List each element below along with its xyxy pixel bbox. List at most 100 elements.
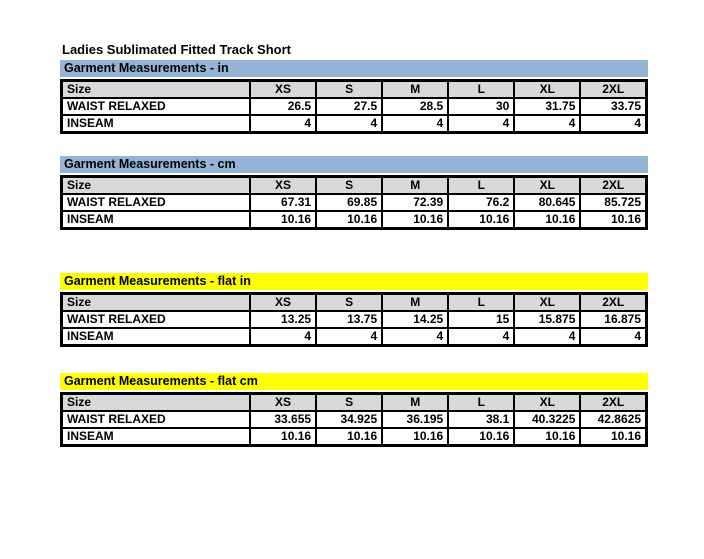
measurements-table-cm: Size XS S M L XL 2XL WAIST RELAXED 67.31… <box>60 175 648 230</box>
measurement-value-cell: 10.16 <box>579 427 648 447</box>
section-header: Garment Measurements - cm <box>60 156 648 173</box>
measurement-value-cell: 28.5 <box>381 97 450 116</box>
size-header-cell: XL <box>513 79 582 99</box>
section-garment-measurements-cm: Garment Measurements - cm Size XS S M L … <box>60 156 648 230</box>
measurement-value-cell: 33.75 <box>579 97 648 116</box>
measurement-value-cell: 30 <box>447 97 516 116</box>
measurement-value-cell: 13.75 <box>315 310 384 329</box>
measurement-value-cell: 10.16 <box>447 427 516 447</box>
row-label: INSEAM <box>60 210 251 230</box>
size-header-cell: 2XL <box>579 392 648 412</box>
row-label: WAIST RELAXED <box>60 193 251 212</box>
size-header-cell: S <box>315 292 384 312</box>
measurement-value-cell: 38.1 <box>447 410 516 429</box>
size-header-cell: L <box>447 392 516 412</box>
size-header-cell: M <box>381 79 450 99</box>
size-header-cell: XL <box>513 392 582 412</box>
measurement-value-cell: 4 <box>579 114 648 134</box>
size-header-cell: S <box>315 79 384 99</box>
section-header: Garment Measurements - flat in <box>60 273 648 290</box>
size-header-cell: XS <box>248 79 318 99</box>
measurement-value-cell: 4 <box>381 327 450 347</box>
measurement-row-inseam: INSEAM 4 4 4 4 4 4 <box>60 114 648 134</box>
size-header-cell: L <box>447 292 516 312</box>
measurement-value-cell: 14.25 <box>381 310 450 329</box>
size-header-cell: M <box>381 175 450 195</box>
measurement-value-cell: 33.655 <box>248 410 318 429</box>
measurement-value-cell: 10.16 <box>513 210 582 230</box>
measurement-value-cell: 34.925 <box>315 410 384 429</box>
row-label: INSEAM <box>60 114 251 134</box>
measurement-value-cell: 42.8625 <box>579 410 648 429</box>
measurement-value-cell: 4 <box>315 114 384 134</box>
measurement-value-cell: 15 <box>447 310 516 329</box>
measurement-value-cell: 10.16 <box>579 210 648 230</box>
size-header-row: Size XS S M L XL 2XL <box>60 175 648 195</box>
row-label: INSEAM <box>60 427 251 447</box>
measurement-row-inseam: INSEAM 4 4 4 4 4 4 <box>60 327 648 347</box>
size-header-row: Size XS S M L XL 2XL <box>60 292 648 312</box>
measurements-table-flat-cm: Size XS S M L XL 2XL WAIST RELAXED 33.65… <box>60 392 648 447</box>
measurement-value-cell: 10.16 <box>381 210 450 230</box>
row-label: WAIST RELAXED <box>60 310 251 329</box>
measurement-row-waist-relaxed: WAIST RELAXED 26.5 27.5 28.5 30 31.75 33… <box>60 97 648 116</box>
measurement-value-cell: 16.875 <box>579 310 648 329</box>
section-garment-measurements-in: Garment Measurements - in Size XS S M L … <box>60 60 648 134</box>
size-header-cell: L <box>447 175 516 195</box>
size-header-cell: S <box>315 392 384 412</box>
measurement-value-cell: 10.16 <box>447 210 516 230</box>
measurement-value-cell: 85.725 <box>579 193 648 212</box>
size-header-cell: 2XL <box>579 292 648 312</box>
row-label: WAIST RELAXED <box>60 97 251 116</box>
measurement-value-cell: 4 <box>248 114 318 134</box>
measurement-value-cell: 13.25 <box>248 310 318 329</box>
measurement-value-cell: 4 <box>579 327 648 347</box>
size-header-label: Size <box>60 175 251 195</box>
section-garment-measurements-flat-cm: Garment Measurements - flat cm Size XS S… <box>60 373 648 447</box>
section-garment-measurements-flat-in: Garment Measurements - flat in Size XS S… <box>60 273 648 347</box>
measurement-value-cell: 76.2 <box>447 193 516 212</box>
measurement-row-waist-relaxed: WAIST RELAXED 13.25 13.75 14.25 15 15.87… <box>60 310 648 329</box>
measurement-value-cell: 26.5 <box>248 97 318 116</box>
size-header-cell: XS <box>248 175 318 195</box>
measurement-value-cell: 10.16 <box>248 210 318 230</box>
size-header-cell: L <box>447 79 516 99</box>
measurement-value-cell: 4 <box>513 327 582 347</box>
size-header-label: Size <box>60 392 251 412</box>
measurement-row-waist-relaxed: WAIST RELAXED 33.655 34.925 36.195 38.1 … <box>60 410 648 429</box>
measurement-row-inseam: INSEAM 10.16 10.16 10.16 10.16 10.16 10.… <box>60 427 648 447</box>
row-label: INSEAM <box>60 327 251 347</box>
size-header-cell: XS <box>248 392 318 412</box>
measurement-row-inseam: INSEAM 10.16 10.16 10.16 10.16 10.16 10.… <box>60 210 648 230</box>
measurement-value-cell: 10.16 <box>315 210 384 230</box>
measurement-value-cell: 15.875 <box>513 310 582 329</box>
size-header-label: Size <box>60 79 251 99</box>
measurement-value-cell: 4 <box>513 114 582 134</box>
measurements-table-in: Size XS S M L XL 2XL WAIST RELAXED 26.5 … <box>60 79 648 134</box>
measurement-value-cell: 10.16 <box>315 427 384 447</box>
measurement-value-cell: 10.16 <box>381 427 450 447</box>
measurement-row-waist-relaxed: WAIST RELAXED 67.31 69.85 72.39 76.2 80.… <box>60 193 648 212</box>
size-header-cell: M <box>381 392 450 412</box>
measurements-table-flat-in: Size XS S M L XL 2XL WAIST RELAXED 13.25… <box>60 292 648 347</box>
measurement-value-cell: 10.16 <box>513 427 582 447</box>
size-header-cell: XL <box>513 175 582 195</box>
measurement-value-cell: 10.16 <box>248 427 318 447</box>
measurement-value-cell: 4 <box>447 114 516 134</box>
measurement-value-cell: 40.3225 <box>513 410 582 429</box>
measurement-value-cell: 31.75 <box>513 97 582 116</box>
measurement-value-cell: 4 <box>248 327 318 347</box>
size-header-row: Size XS S M L XL 2XL <box>60 392 648 412</box>
size-header-cell: S <box>315 175 384 195</box>
measurement-value-cell: 80.645 <box>513 193 582 212</box>
size-header-cell: XS <box>248 292 318 312</box>
size-header-cell: XL <box>513 292 582 312</box>
size-header-label: Size <box>60 292 251 312</box>
measurement-value-cell: 36.195 <box>381 410 450 429</box>
row-label: WAIST RELAXED <box>60 410 251 429</box>
measurement-value-cell: 72.39 <box>381 193 450 212</box>
size-header-row: Size XS S M L XL 2XL <box>60 79 648 99</box>
measurement-value-cell: 69.85 <box>315 193 384 212</box>
measurement-value-cell: 67.31 <box>248 193 318 212</box>
section-header: Garment Measurements - in <box>60 60 648 77</box>
